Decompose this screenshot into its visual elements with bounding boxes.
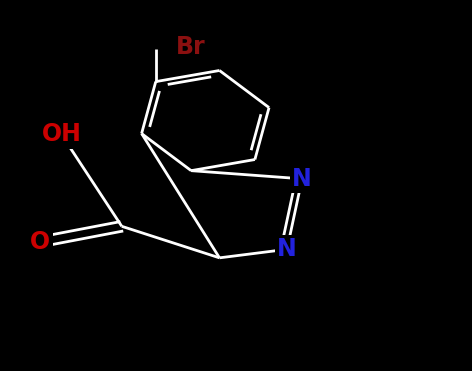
- Text: O: O: [30, 230, 50, 254]
- Text: N: N: [292, 167, 312, 191]
- Text: N: N: [277, 237, 297, 261]
- Text: OH: OH: [42, 122, 81, 146]
- Text: Br: Br: [177, 35, 206, 59]
